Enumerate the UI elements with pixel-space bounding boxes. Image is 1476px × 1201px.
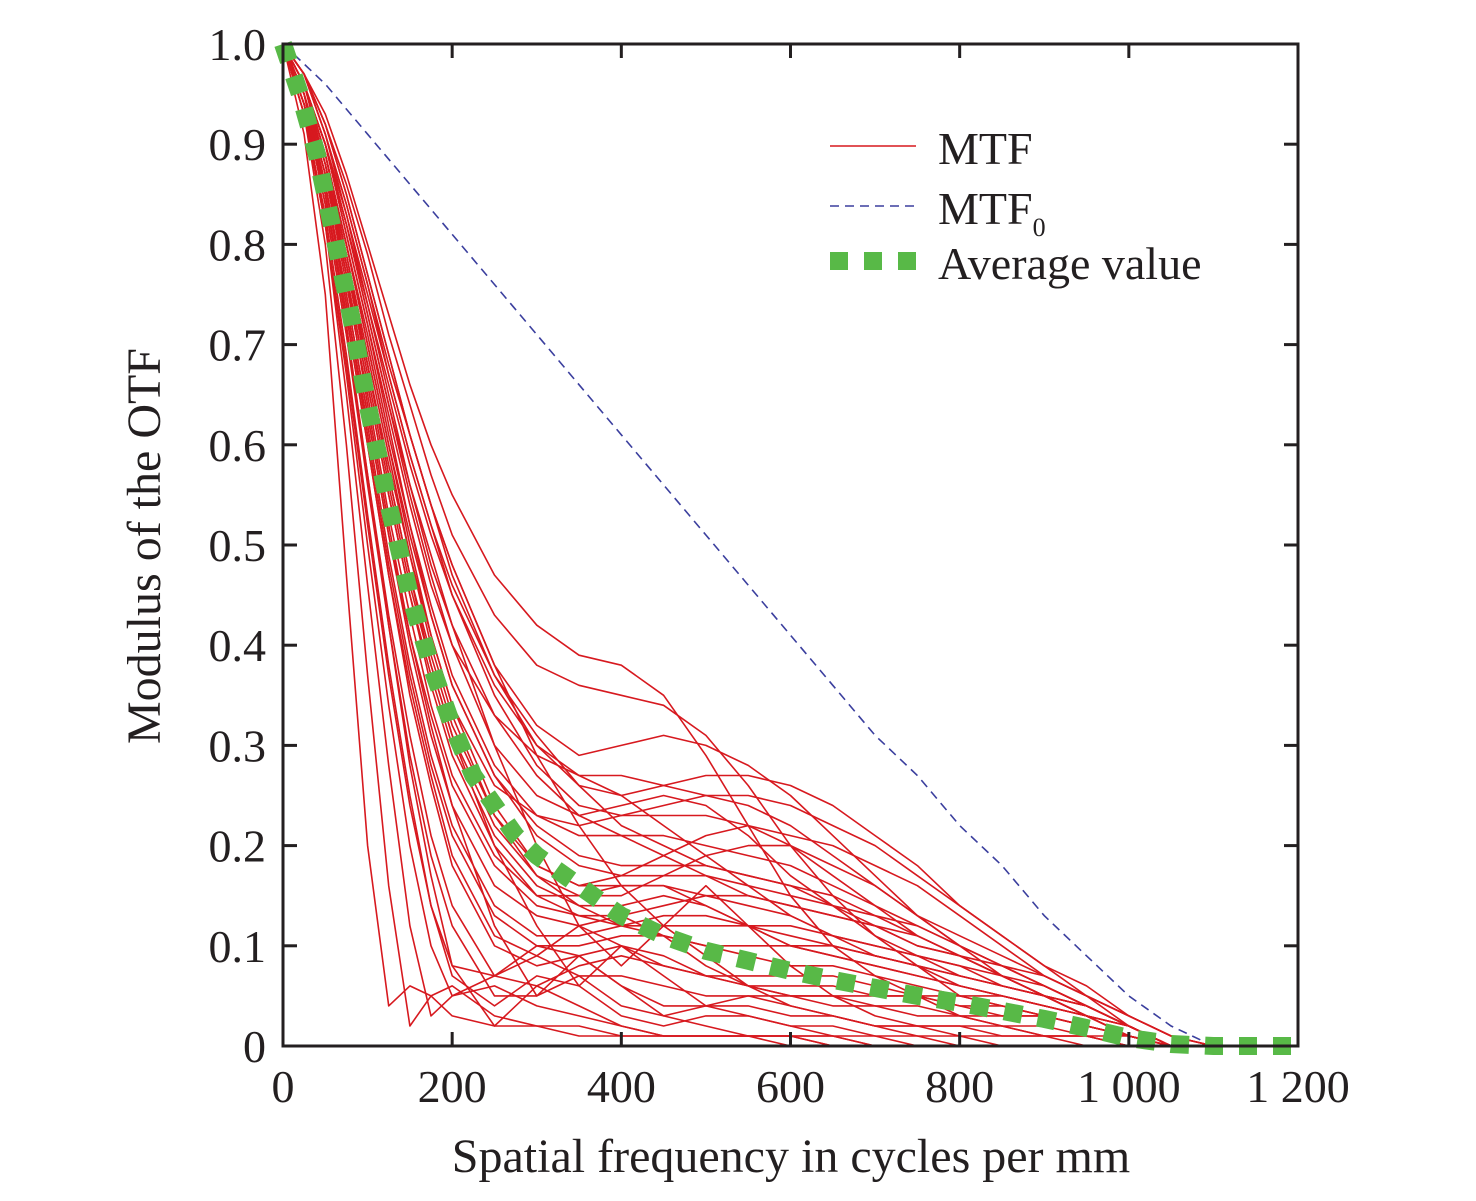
series-layer [274, 41, 1298, 1055]
y-axis-title: Modulus of the OTF [118, 348, 171, 744]
y-tick-label: 0.3 [209, 720, 267, 771]
legend-subscript: 0 [1033, 213, 1046, 242]
x-tick-label: 800 [925, 1061, 994, 1112]
y-tick-label: 0.2 [209, 821, 267, 872]
mtf-curve [282, 43, 1298, 1047]
mtf-curve [282, 43, 1298, 1047]
legend-label: MTF [938, 123, 1033, 174]
x-tick-label: 1 000 [1077, 1061, 1181, 1112]
y-tick-label: 0.8 [209, 219, 267, 270]
y-tick-label: 0.1 [209, 921, 267, 972]
y-tick-label: 0.4 [209, 620, 267, 671]
y-tick-label: 1.0 [209, 19, 267, 70]
x-tick-label: 200 [418, 1061, 487, 1112]
legend-label: Average value [938, 238, 1202, 289]
mtf-curve [282, 43, 1298, 1047]
y-tick-label: 0.6 [209, 420, 267, 471]
legend-label: MTF0 [938, 183, 1046, 242]
ticks-layer: 0 200 400 600 800 1 000 1 200 0 0.1 0.2 0.3 0.4 0.5 0… [209, 19, 1350, 1112]
mtf-curve [282, 43, 1298, 1047]
y-tick-label: 0.5 [209, 520, 267, 571]
y-tick-label: 0.7 [209, 320, 267, 371]
y-tick-label: 0.9 [209, 119, 267, 170]
y-tick-label: 0 [243, 1021, 266, 1072]
average-curve [274, 41, 1298, 1055]
x-tick-label: 0 [272, 1061, 295, 1112]
mtf-curve [282, 43, 1298, 1047]
mtf-curve [282, 43, 1298, 1047]
x-axis-title: Spatial frequency in cycles per mm [452, 1130, 1130, 1183]
x-tick-label: 1 200 [1246, 1061, 1350, 1112]
x-tick-label: 400 [587, 1061, 656, 1112]
x-tick-label: 600 [756, 1061, 825, 1112]
